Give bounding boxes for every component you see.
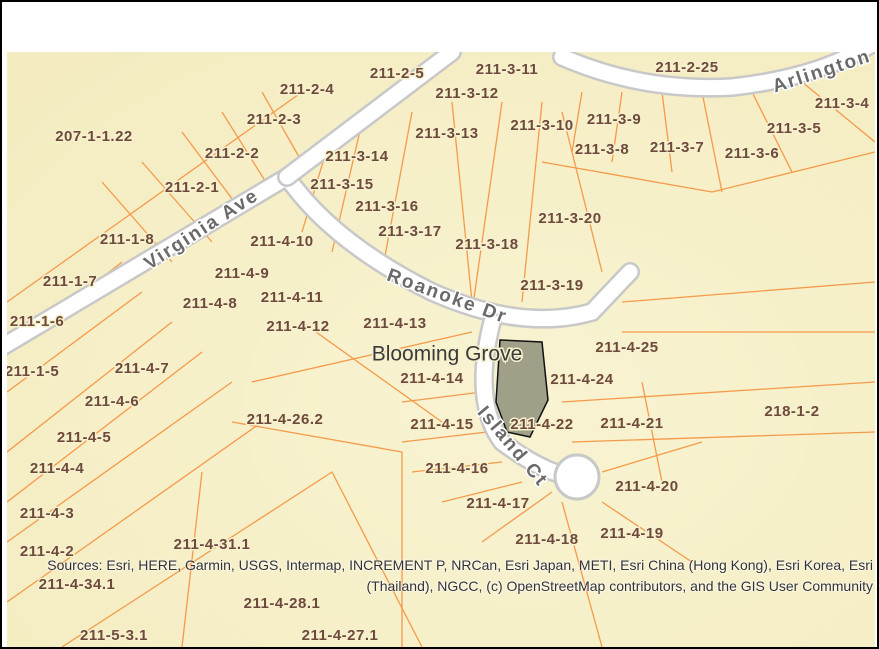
- parcel-label: 211-3-7: [650, 139, 704, 156]
- roads: [7, 52, 875, 487]
- parcel-label: 211-3-8: [575, 141, 629, 158]
- parcel-label: 211-2-4: [280, 81, 335, 98]
- parcel-label: 211-3-6: [725, 145, 779, 162]
- parcel-label: 211-4-10: [250, 233, 313, 250]
- parcel-label: 211-2-25: [655, 59, 718, 76]
- parcel-label: 211-3-12: [435, 85, 498, 102]
- parcel-label: 211-4-15: [410, 416, 473, 433]
- parcel-label: 211-2-1: [165, 179, 219, 196]
- parcel-label: 211-3-20: [538, 210, 601, 227]
- parcel-label: 211-4-11: [261, 289, 323, 306]
- parcel-label: 211-4-4: [30, 460, 85, 477]
- parcel-lines: [7, 81, 875, 647]
- parcel-label: 211-1-6: [10, 313, 64, 330]
- parcel-label: 211-3-18: [455, 236, 518, 253]
- parcel-label: 211-4-14: [400, 370, 463, 387]
- parcel-label: 211-4-12: [266, 318, 329, 335]
- map-background: [7, 52, 875, 647]
- parcel-label: 211-1-8: [100, 231, 154, 248]
- map[interactable]: 211-2-5 211-3-11 211-2-25 211-2-4 211-3-12 21…: [7, 52, 875, 647]
- cul-de-sac: [553, 453, 601, 501]
- parcel-label: 211-4-13: [363, 315, 426, 332]
- parcel-label: 211-4-19: [600, 525, 663, 542]
- parcel-label: 211-5-3.1: [80, 627, 148, 644]
- parcel-label: 211-4-27.1: [302, 627, 379, 644]
- parcel-label: 211-3-19: [520, 277, 583, 294]
- parcel-label: 211-3-14: [325, 148, 388, 165]
- parcel-label: 211-4-26.2: [247, 411, 324, 428]
- parcel-label: 211-4-22: [510, 416, 573, 433]
- parcel-label: 211-4-18: [515, 531, 578, 548]
- parcel-label: 211-3-10: [510, 117, 573, 134]
- parcel-label: 218-1-2: [764, 403, 819, 420]
- parcel-label: 211-4-9: [215, 265, 269, 282]
- parcel-label: 211-4-25: [595, 339, 658, 356]
- parcel-label: 211-4-17: [466, 495, 529, 512]
- parcel-label: 211-4-28.1: [244, 595, 321, 612]
- parcel-label: 211-2-5: [370, 65, 424, 82]
- parcel-label: 211-3-15: [310, 176, 373, 193]
- selected-parcel[interactable]: [495, 339, 549, 438]
- parcel-label: 211-4-16: [425, 460, 488, 477]
- parcel-label: 211-3-11: [476, 61, 538, 78]
- parcel-label: 211-3-9: [587, 111, 641, 128]
- parcel-label: 211-4-20: [615, 478, 678, 495]
- parcel-label: 211-4-5: [57, 429, 111, 446]
- place-label: Blooming Grove: [372, 343, 523, 366]
- parcel-label: 211-4-6: [85, 393, 139, 410]
- parcel-label: 211-3-16: [355, 198, 418, 215]
- parcel-label: 211-4-21: [600, 415, 663, 432]
- parcel-label: 211-3-4: [815, 95, 870, 112]
- parcel-label: 211-3-17: [378, 223, 441, 240]
- parcel-label: 211-4-8: [183, 295, 237, 312]
- attribution: Sources: Esri, HERE, Garmin, USGS, Inter…: [47, 557, 873, 594]
- parcel-label: 211-1-5: [7, 363, 59, 380]
- parcel-label: 211-4-7: [115, 360, 169, 377]
- parcel-label: 207-1-1.22: [55, 128, 133, 145]
- parcel-label: 211-3-5: [767, 120, 821, 137]
- parcel-label: 211-2-2: [205, 145, 259, 162]
- parcel-label: 211-4-2: [20, 543, 74, 560]
- parcel-label: 211-4-3: [20, 505, 74, 522]
- parcel-label: 211-4-31.1: [174, 536, 251, 553]
- parcel-label: 211-4-34.1: [39, 576, 116, 593]
- parcel-label: 211-4-24: [550, 371, 613, 388]
- parcel-label: 211-3-13: [415, 125, 478, 142]
- parcel-label: 211-1-7: [43, 273, 97, 290]
- parcel-label: 211-2-3: [247, 111, 301, 128]
